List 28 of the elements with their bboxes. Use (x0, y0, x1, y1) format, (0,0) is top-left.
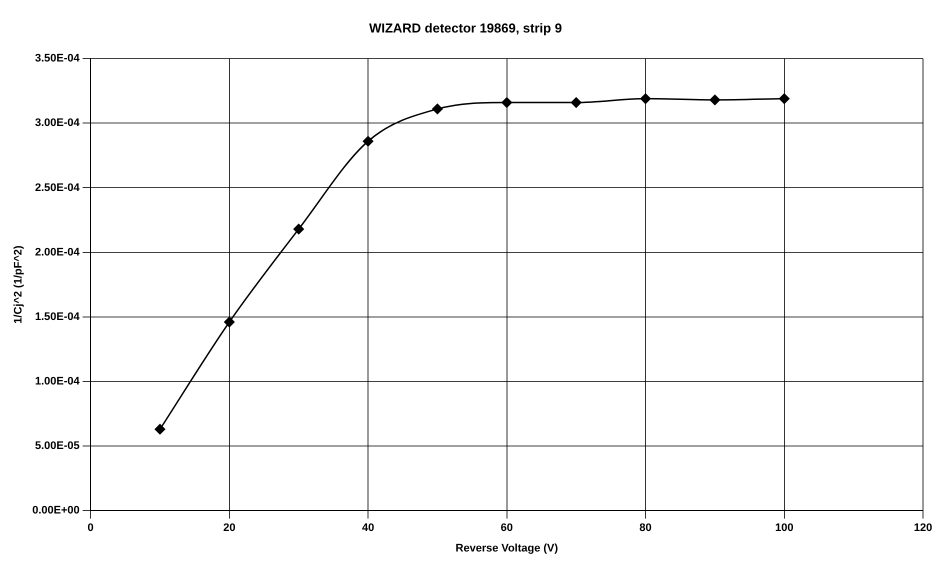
point (640, 93, 651, 104)
y-axis-title: 1/Cj^2 (1/pF^2) (12, 245, 25, 324)
x-axis-title: Reverse Voltage (V) (456, 542, 558, 554)
y-tick-label: 0.00E+00 (32, 504, 80, 517)
point (502, 97, 512, 108)
chart-title: WIZARD detector 19869, strip 9 (369, 20, 562, 36)
y-tick-label: 2.00E-04 (34, 246, 80, 258)
point (710, 94, 720, 106)
x-tick-label: 60 (500, 522, 513, 534)
y-tick-label: 3.50E-04 (34, 52, 80, 65)
y-tick-label: 3.00E-04 (34, 117, 80, 130)
y-tick-label: 1.50E-04 (34, 310, 80, 323)
point (362, 136, 374, 146)
x-tick-label: 0 (88, 522, 94, 534)
x-tick-label: 80 (639, 522, 652, 534)
point (570, 97, 582, 108)
x-tick-label: 20 (223, 522, 236, 534)
y-tick-label: 1.00E-04 (34, 375, 80, 388)
x-tick-label: 100 (775, 522, 794, 534)
point (293, 224, 304, 234)
x-tick-label: 40 (362, 522, 374, 534)
y-tick-label: 2.50E-04 (34, 182, 80, 194)
point (224, 316, 235, 328)
point (432, 104, 443, 114)
point (779, 93, 790, 104)
x-tick-label: 120 (914, 522, 932, 534)
y-tick-label: 5.00E-05 (34, 440, 80, 452)
point (154, 424, 166, 434)
